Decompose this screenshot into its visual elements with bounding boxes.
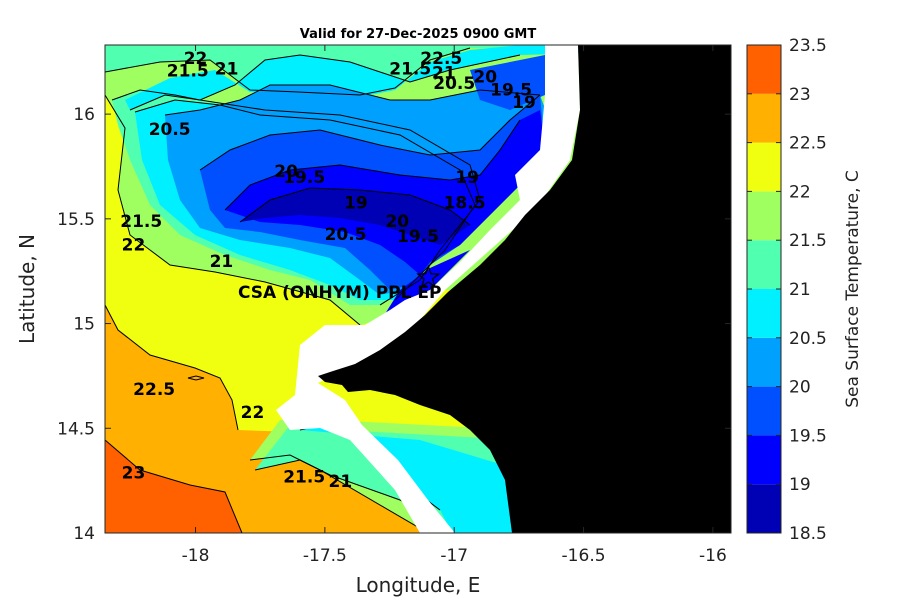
x-axis: -18 -17.5 -17 -16.5 -16 (182, 45, 727, 566)
x-tick-label: -16.5 (562, 546, 606, 566)
star-icon (416, 264, 441, 288)
y-axis: 14 14.5 15 15.5 16 (57, 105, 731, 544)
sst-map (105, 45, 731, 533)
colorbar-tick-label: 23.5 (789, 36, 827, 56)
x-axis-label: Longitude, E (356, 573, 481, 597)
contour-label: 20.5 (325, 225, 367, 245)
colorbar-segment (747, 45, 781, 94)
chart-title: Valid for 27-Dec-2025 0900 GMT (300, 27, 537, 42)
contour-label: 19 (344, 193, 368, 213)
contour-label: 21 (432, 64, 456, 84)
colorbar-tick-label: 18.5 (789, 524, 827, 544)
y-tick-label: 14.5 (57, 419, 95, 439)
colorbar-segment (747, 142, 781, 192)
x-tick-label: -16 (699, 546, 727, 566)
sst-band-18-5 (240, 188, 470, 245)
y-tick-label: 15 (73, 315, 95, 335)
colorbar-label: Sea Surface Temperature, C (843, 170, 863, 408)
contour-label: 19.5 (397, 227, 439, 247)
colorbar-tick-label: 20.5 (789, 329, 827, 349)
y-tick-label: 15.5 (57, 210, 95, 230)
colorbar-tick-label: 21 (789, 280, 811, 300)
contour-label: 21.5 (283, 468, 325, 488)
colorbar-segment (747, 337, 781, 387)
contour-label: 20 (473, 68, 497, 88)
contour-label: 20.5 (149, 120, 191, 140)
plot-frame (104, 44, 732, 534)
colorbar-tick-label: 19 (789, 475, 811, 495)
colorbar-segment (747, 435, 781, 485)
contour-label: 18.5 (444, 193, 486, 213)
x-tick-label: -17.5 (303, 546, 347, 566)
colorbar-tick-label: 22.5 (789, 134, 827, 154)
colorbar-segment (747, 484, 781, 533)
y-tick-label: 16 (73, 105, 95, 125)
contour-label: 21 (329, 472, 353, 492)
colorbar-segment (747, 386, 781, 436)
colorbar-tick-label: 22 (789, 182, 811, 202)
contour-label: 22.5 (420, 49, 462, 69)
contour-label: 22 (122, 235, 146, 255)
coastal-mask (276, 45, 580, 533)
x-tick-label: -17 (440, 546, 468, 566)
contour-label: 21 (215, 59, 239, 79)
contour-label: 22 (184, 49, 208, 69)
colorbar-segment (747, 240, 781, 289)
contour-label: 20 (274, 162, 298, 182)
colorbar-tick-label: 20 (789, 378, 811, 398)
contour-label: 21.5 (120, 212, 162, 232)
x-tick-label: -18 (182, 546, 210, 566)
colorbar-tick-label: 19.5 (789, 426, 827, 446)
colorbar: 18.5 19 19.5 20 20.5 21 21.5 22 22.5 23 23.5 (746, 36, 827, 544)
contour-label: 23 (122, 464, 146, 484)
contour-label: 22 (241, 403, 265, 423)
colorbar-tick-label: 21.5 (789, 231, 827, 251)
site-marker: CSA (ONHYM) PPL EP (238, 264, 441, 303)
land-mass (318, 45, 731, 533)
contour-label: 20.5 (433, 74, 475, 94)
colorbar-segment (747, 93, 781, 143)
colorbar-segment (747, 289, 781, 338)
contour-label: 21 (210, 252, 234, 272)
contour-label: 19.5 (283, 168, 325, 188)
y-tick-label: 14 (73, 524, 95, 544)
site-label: CSA (ONHYM) PPL EP (238, 283, 441, 303)
contour-label: 21.5 (389, 59, 431, 79)
y-axis-label: Latitude, N (15, 234, 39, 344)
contour-label: 22.5 (133, 380, 175, 400)
colorbar-tick-label: 23 (789, 85, 811, 105)
contour-label: 19 (455, 168, 479, 188)
contour-label: 19 (512, 93, 536, 113)
contour-label: 21.5 (167, 61, 209, 81)
contour-label: 19.5 (490, 80, 532, 100)
contour-label: 20 (385, 212, 409, 232)
colorbar-segment (747, 191, 781, 241)
isotherms (105, 47, 541, 533)
